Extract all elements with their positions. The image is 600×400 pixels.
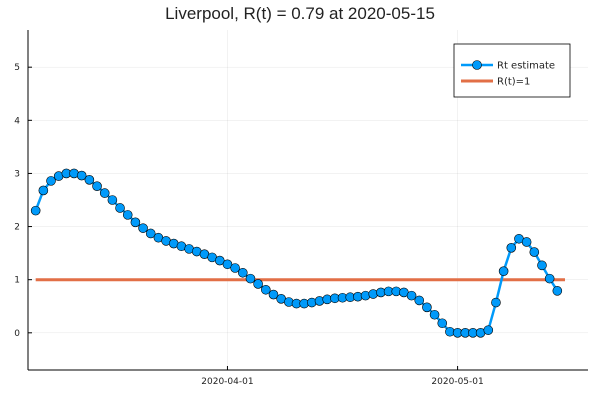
rt-estimate-point xyxy=(529,247,540,257)
rt-estimate-point xyxy=(92,181,102,191)
y-tick-label: 1 xyxy=(14,276,20,286)
rt-estimate-point xyxy=(84,175,95,185)
rt-estimate-point xyxy=(38,185,49,196)
rt-estimate-point xyxy=(414,295,425,306)
y-tick-label: 3 xyxy=(14,169,20,179)
y-tick-label: 2 xyxy=(14,223,20,233)
rt-estimate-point xyxy=(491,297,501,308)
rt-estimate-point xyxy=(130,217,141,228)
rt-estimate-point xyxy=(30,205,41,216)
rt-estimate-point xyxy=(498,266,509,276)
legend-box xyxy=(453,43,571,98)
legend-swatch-rt-marker xyxy=(472,60,482,70)
y-tick-label: 0 xyxy=(14,329,20,339)
rt-estimate-point xyxy=(506,243,517,253)
rt-estimate-point xyxy=(406,290,417,301)
legend-label-rt: Rt estimate xyxy=(497,61,555,72)
rt-estimate-point xyxy=(122,210,133,220)
rt-estimate-point xyxy=(115,203,125,213)
rt-estimate-point xyxy=(544,273,555,284)
legend-label-reference: R(t)=1 xyxy=(497,77,530,88)
x-tick-label: 2020-04-01 xyxy=(201,377,253,387)
rt-estimate-point xyxy=(222,259,233,270)
rt-estimate-point xyxy=(214,255,225,266)
rt-estimate-point xyxy=(437,318,448,329)
rt-estimate-point xyxy=(422,302,432,313)
rt-estimate-point xyxy=(138,223,148,233)
rt-estimate-point xyxy=(521,237,532,247)
rt-estimate-point xyxy=(483,325,494,335)
rt-estimate-point xyxy=(107,195,118,205)
x-tick-label: 2020-05-01 xyxy=(431,377,483,387)
rt-estimate-point xyxy=(268,289,279,300)
rt-estimate-point xyxy=(537,260,547,271)
rt-estimate-point xyxy=(429,309,440,320)
rt-estimate-point xyxy=(237,267,248,278)
rt-estimate-point xyxy=(552,286,563,296)
rt-estimate-point xyxy=(253,279,263,289)
y-tick-label: 5 xyxy=(14,63,20,73)
rt-estimate-point xyxy=(261,284,271,295)
rt-estimate-point xyxy=(99,188,110,198)
rt-estimate-point xyxy=(145,228,156,239)
rt-estimate-point xyxy=(230,263,240,273)
rt-estimate-point xyxy=(245,273,256,284)
rt-estimate-point xyxy=(46,176,56,186)
y-tick-label: 4 xyxy=(14,116,20,126)
rt-estimate-point xyxy=(76,170,87,181)
chart-title: Liverpool, R(t) = 0.79 at 2020-05-15 xyxy=(165,4,435,23)
